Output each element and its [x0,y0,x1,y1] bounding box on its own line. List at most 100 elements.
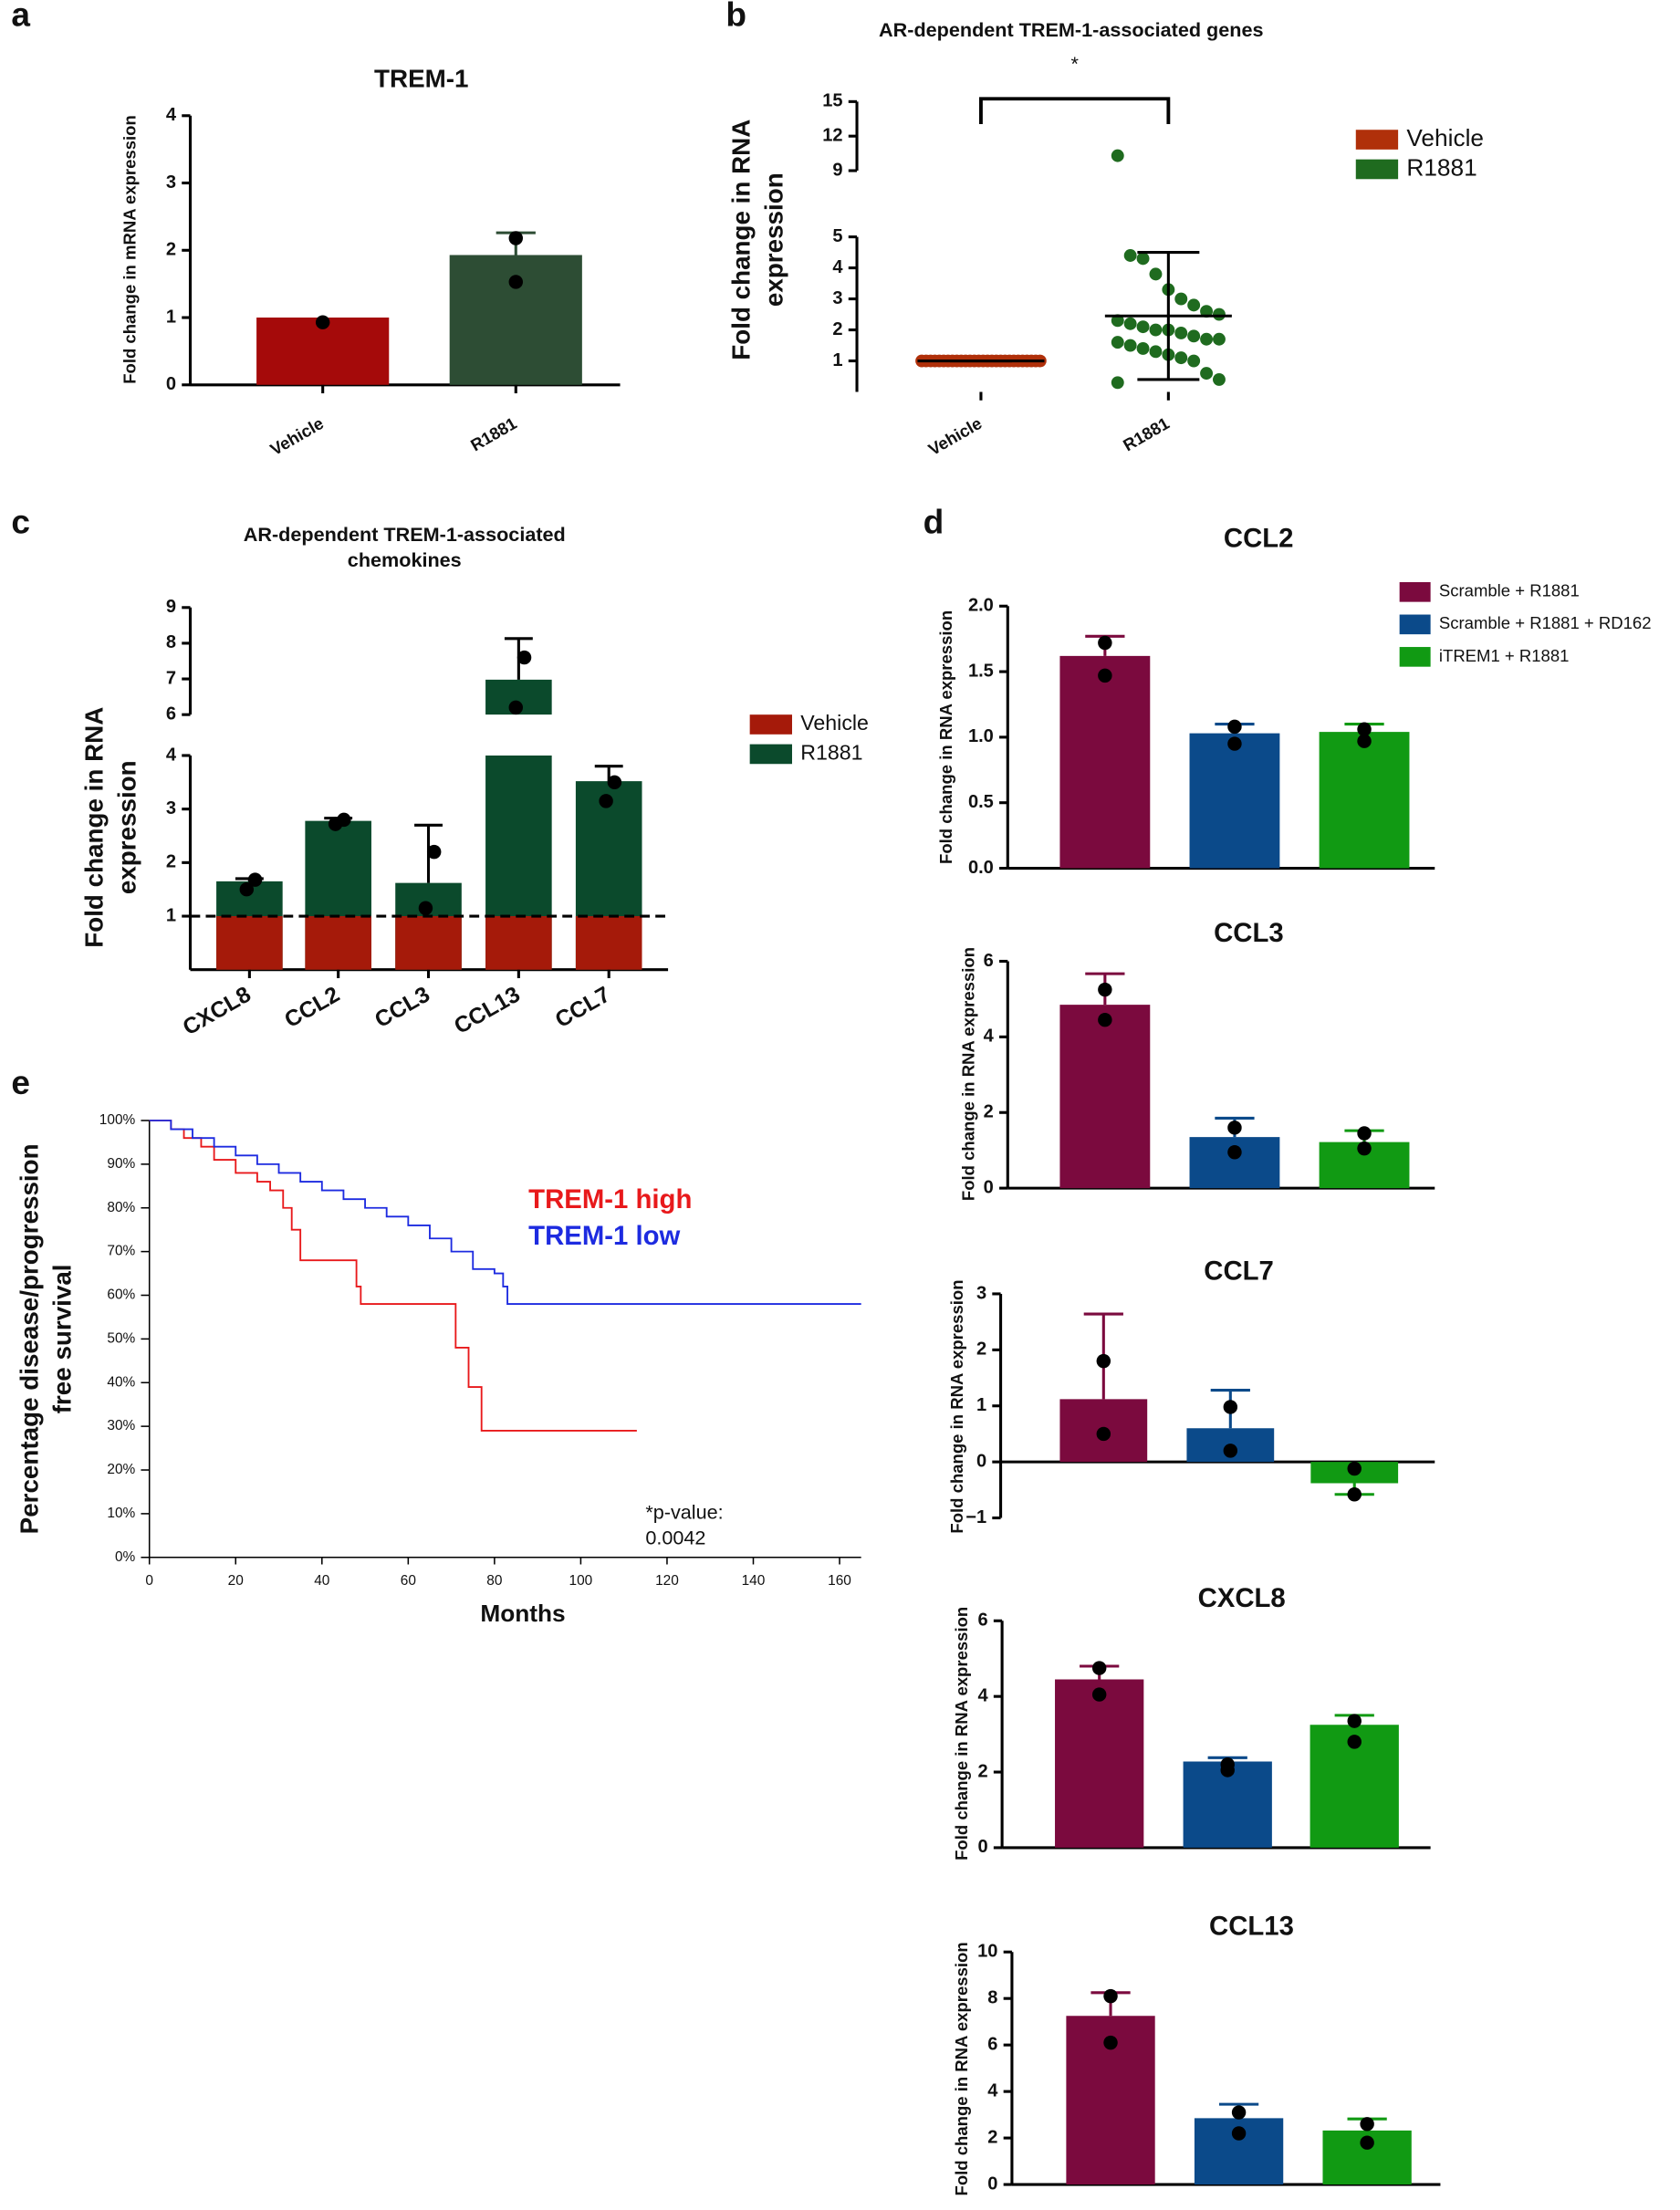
data-point [1123,339,1137,352]
data-point [1098,668,1112,683]
y-tick-label: 6 [984,951,994,971]
x-tick-label: CCL3 [370,982,433,1033]
data-point [418,901,433,915]
bar [1194,2118,1284,2185]
p-value: *p-value: [645,1501,723,1524]
y-tick-label: 8 [987,1987,997,2007]
panel-label: a [11,0,30,33]
data-point [1149,267,1163,281]
legend-swatch [1399,647,1431,667]
data-point [1174,326,1188,339]
legend-label: Vehicle [800,711,869,735]
bar [485,916,552,970]
y-tick-label: 4 [984,1027,995,1047]
y-tick-label: 0.0 [968,858,994,878]
y-axis-label: Fold change in RNA expression [936,610,955,864]
y-axis-label: Fold change in RNA [79,707,108,948]
data-point [1096,1426,1111,1442]
chart-title: CCL2 [1224,523,1294,553]
y-tick-label: 2 [166,240,176,260]
y-tick-label: 3 [166,172,176,193]
data-point [517,650,532,665]
legend-swatch [749,744,792,765]
data-point [1227,1145,1242,1160]
data-point [1213,308,1226,321]
data-point [1123,317,1137,330]
bar [1322,2130,1412,2185]
legend-label: iTREM1 + R1881 [1439,646,1570,665]
data-point [1347,1487,1362,1502]
x-axis-label: Months [480,1600,565,1627]
y-tick-label: 3 [976,1283,986,1303]
bar [575,916,642,970]
bar [216,916,283,970]
y-tick-label: 80% [107,1200,135,1215]
data-point [1123,249,1137,262]
y-tick-label: 1 [166,307,176,327]
chart-title: AR-dependent TREM-1-associated [244,523,566,546]
data-point [239,881,255,897]
y-tick-label: 1 [166,905,176,925]
bar [1059,655,1151,869]
y-tick-label: 2 [166,852,176,872]
y-tick-label: 2.0 [968,596,994,616]
x-tick-label: 120 [655,1573,679,1589]
x-tick-label: R1881 [467,413,520,454]
legend-label: Scramble + R1881 [1439,581,1580,600]
y-axis-label: Fold change in RNA expression [952,1607,971,1861]
y-tick-label: 10% [107,1506,135,1521]
y-tick-label: 4 [166,105,177,125]
legend-label: R1881 [800,741,862,765]
data-point [1187,298,1201,312]
significance-bracket [979,97,1171,125]
data-point [1149,345,1163,359]
legend-label: TREM-1 high [528,1184,692,1214]
bar [1319,732,1410,869]
chart-title: CCL3 [1214,918,1284,948]
data-point [1227,719,1242,735]
data-point [1220,1763,1235,1777]
legend-label: Scramble + R1881 + RD162 [1439,613,1652,632]
data-point [1357,1126,1372,1141]
y-tick-label: 0.5 [968,792,994,812]
bar [1066,2016,1155,2185]
y-tick-label: 6 [977,1611,987,1631]
data-point [1357,1141,1372,1156]
y-tick-label: 6 [166,704,176,724]
y-tick-label: 8 [166,632,176,652]
y-tick-label: 6 [987,2034,997,2054]
data-point [247,872,263,887]
x-tick-label: 60 [401,1573,416,1589]
data-point [1200,332,1214,346]
data-point [1227,736,1242,751]
data-point [1136,341,1150,355]
survival-line [149,1120,861,1306]
panel-label: c [11,502,30,540]
data-point [1174,292,1188,306]
bar [449,255,582,385]
x-tick-label: R1881 [1120,413,1173,454]
x-tick-label: CCL13 [450,982,524,1039]
y-axis-label: Fold change in RNA expression [952,1942,971,2195]
y-tick-label: 12 [822,125,842,145]
data-point [508,275,523,289]
y-axis-label: Fold change in RNA expression [947,1279,966,1533]
data-point [1111,336,1124,349]
data-point [1136,252,1150,266]
bar [1189,1137,1280,1189]
x-tick-label: 160 [828,1573,851,1589]
bar [1310,1725,1399,1848]
data-point [1103,1988,1118,2004]
data-point [1223,1400,1238,1414]
y-tick-label: 60% [107,1287,135,1303]
data-point [1200,367,1214,380]
significance-label: * [1070,52,1079,75]
data-point [1098,1012,1112,1027]
chart-title: AR-dependent TREM-1-associated genes [879,18,1263,41]
p-value: 0.0042 [645,1526,705,1548]
data-point [315,315,330,329]
x-tick-label: 100 [569,1573,593,1589]
y-tick-label: 4 [832,257,843,277]
y-tick-label: 1.0 [968,726,994,746]
